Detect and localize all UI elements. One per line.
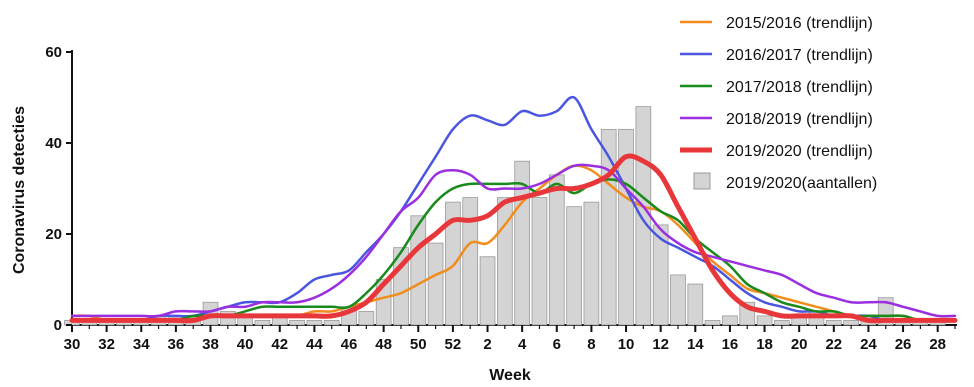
x-axis-title: Week <box>489 367 531 384</box>
series-line-4 <box>70 163 957 318</box>
x-tick-label: 46 <box>341 336 358 353</box>
bar <box>531 197 548 326</box>
legend-label: 2019/2020 (trendlijn) <box>726 143 873 160</box>
bar <box>670 274 686 326</box>
legend-swatch <box>693 172 711 190</box>
bar <box>774 320 790 326</box>
x-tick-label: 14 <box>687 336 704 353</box>
bar <box>583 201 600 326</box>
legend: 2015/2016 (trendlijn) 2016/2017 (trendlij… <box>680 15 877 192</box>
x-tick-label: 24 <box>860 336 877 353</box>
x-tick-label: 50 <box>410 336 427 353</box>
bar <box>323 320 340 326</box>
y-axis-ticks: 0 20 40 60 <box>45 44 72 334</box>
x-tick-label: 48 <box>375 336 392 353</box>
x-tick-label: 12 <box>652 336 669 353</box>
x-tick-label: 2 <box>483 336 491 353</box>
series-line-2 <box>70 95 957 323</box>
x-tick-label: 4 <box>518 336 527 353</box>
legend-label: 2016/2017 (trendlijn) <box>726 47 873 64</box>
bar <box>722 315 738 326</box>
x-tick-label: 26 <box>895 336 912 353</box>
x-tick-label: 34 <box>133 336 150 353</box>
bar <box>462 197 479 326</box>
bar <box>843 320 859 326</box>
bar <box>427 242 444 326</box>
legend-label: 2015/2016 (trendlijn) <box>726 15 873 32</box>
x-tick-label: 36 <box>168 336 185 353</box>
x-tick-label: 8 <box>587 336 595 353</box>
bar <box>306 320 323 326</box>
series-line-5 <box>69 153 958 324</box>
x-tick-label: 28 <box>929 336 946 353</box>
bar <box>687 283 704 326</box>
x-tick-label: 42 <box>271 336 288 353</box>
x-tick-label: 32 <box>98 336 115 353</box>
bar <box>704 320 721 326</box>
x-tick-label: 44 <box>306 336 323 353</box>
bar <box>635 106 652 326</box>
x-tick-label: 22 <box>825 336 842 353</box>
x-tick-label: 30 <box>64 336 81 353</box>
x-tick-label: 18 <box>756 336 773 353</box>
x-axis-ticks: 30 32 34 36 38 40 42 44 46 48 50 52 2 4 6 8 10 12 14 16 18 20… <box>64 325 956 353</box>
legend-label: 2018/2019 (trendlijn) <box>726 111 873 128</box>
bar <box>479 256 496 326</box>
x-tick-label: 20 <box>791 336 808 353</box>
line-series <box>69 95 958 324</box>
y-tick-label: 20 <box>45 226 62 243</box>
y-tick-label: 40 <box>45 135 62 152</box>
x-tick-label: 52 <box>445 336 462 353</box>
bar <box>756 315 773 326</box>
bar <box>548 174 565 326</box>
bar <box>825 320 842 326</box>
x-tick-label: 40 <box>237 336 254 353</box>
legend-label: 2019/2020(aantallen) <box>726 175 877 192</box>
bar <box>358 310 375 326</box>
x-tick-label: 6 <box>553 336 561 353</box>
legend-label: 2017/2018 (trendlijn) <box>726 79 873 96</box>
x-tick-label: 38 <box>202 336 219 353</box>
bar <box>566 206 582 326</box>
bar <box>254 320 271 326</box>
y-tick-label: 60 <box>45 44 62 61</box>
x-tick-label: 16 <box>722 336 739 353</box>
y-tick-label: 0 <box>54 317 62 334</box>
y-axis-title: Coronavirus detecties <box>11 106 28 274</box>
x-tick-label: 10 <box>618 336 635 353</box>
bar <box>289 320 305 326</box>
